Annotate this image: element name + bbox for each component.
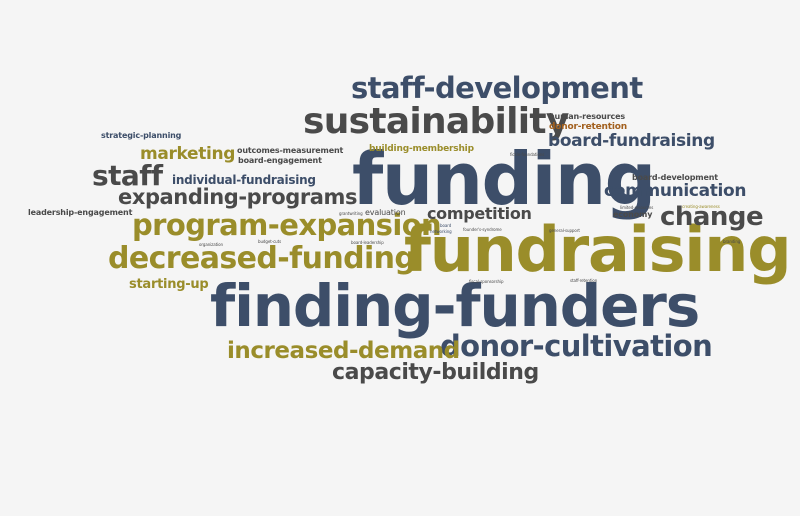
word-strategic-planning: strategic-planning: [101, 131, 182, 140]
word-board-engagement: board-engagement: [238, 156, 322, 165]
word-sustainability: sustainability: [303, 101, 569, 142]
word-fundraising: fundraising: [404, 213, 792, 286]
word-starting-up: starting-up: [129, 277, 209, 292]
word-individual-fundraising: individual-fundraising: [172, 173, 316, 187]
word-capacity-building: capacity-building: [332, 360, 539, 385]
word-communication: communication: [604, 181, 747, 201]
word-organization: organization: [199, 242, 223, 247]
word-board-development: board-development: [632, 173, 718, 182]
word-outcomes-measurement: outcomes-measurement: [237, 146, 344, 155]
word-change: change: [660, 202, 764, 232]
word-staff-retention: staff-retention: [570, 278, 598, 283]
word-staff-development: staff-development: [351, 71, 643, 105]
word-program-expansion: program-expansion: [132, 208, 442, 242]
word-finding-funders: finding-funders: [210, 272, 700, 340]
word-staff: staff: [92, 159, 163, 192]
word-evaluation: evaluation: [365, 208, 406, 217]
word-creating-awareness: creating-awareness: [682, 204, 720, 209]
word-board-fundraising: board-fundraising: [548, 131, 715, 151]
word-donor-retention: donor-retention: [549, 122, 628, 132]
word-general-support: general-support: [549, 228, 580, 233]
word-human-resources: human-resources: [549, 112, 625, 121]
word-networking: networking: [430, 229, 452, 234]
word-increased-demand: increased-demand: [227, 338, 460, 364]
word-expanding-programs: expanding-programs: [118, 185, 358, 209]
word-building-membership: building-membership: [369, 144, 474, 154]
word-competition: competition: [427, 204, 532, 223]
word-leadership-engagement: leadership-engagement: [28, 208, 133, 217]
word-board-leadership: board-leadership: [351, 240, 384, 245]
word-grantwriting: grantwriting: [339, 211, 363, 216]
word-fiscal-sponsorship: fiscal-sponsorship: [469, 279, 504, 284]
word-branding: branding: [723, 239, 741, 244]
word-decreased-funding: decreased-funding: [108, 241, 416, 276]
word-funding: funding: [352, 137, 656, 221]
word-donor-cultivation: donor-cultivation: [440, 329, 713, 363]
word-limited-resources: limited-resources: [620, 205, 654, 210]
word-marketing: marketing: [140, 144, 236, 164]
word-budget-cuts: budget-cuts: [258, 239, 282, 244]
word-fickle-foundations: fickle-foundations: [510, 152, 545, 157]
word-economy: economy: [613, 210, 653, 219]
word-founders-syndrome: founder's-syndrome: [463, 227, 502, 232]
word-board: board: [440, 223, 452, 228]
